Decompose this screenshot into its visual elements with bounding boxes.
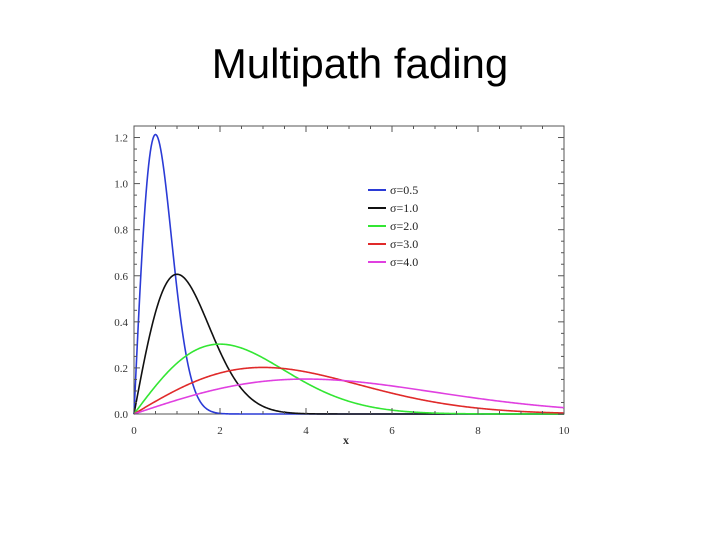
x-axis-label: x — [343, 433, 349, 447]
y-tick-label: 1.2 — [114, 133, 128, 145]
y-tick-label: 1.0 — [114, 179, 128, 191]
slide-title: Multipath fading — [211, 40, 509, 87]
legend-label: σ=0.5 — [390, 183, 418, 197]
legend: σ=0.5 σ=1.0 σ=2.0 σ=3.0 σ=4.0 — [368, 183, 418, 269]
y-tick-label: 0.4 — [114, 317, 128, 329]
y-tick-label: 0.2 — [114, 363, 128, 375]
x-tick-label: 4 — [303, 425, 309, 437]
legend-label: σ=2.0 — [390, 219, 418, 233]
x-tick-label: 6 — [389, 425, 395, 437]
series-line-0 — [133, 133, 564, 415]
x-tick-label: 8 — [475, 425, 481, 437]
legend-label: σ=3.0 — [390, 237, 418, 251]
legend-label: σ=4.0 — [390, 255, 418, 269]
x-tick-label: 0 — [131, 425, 137, 437]
series-line-2 — [133, 343, 564, 415]
plot-frame — [133, 125, 565, 415]
y-tick-label: 0.8 — [114, 225, 128, 237]
legend-label: σ=1.0 — [390, 201, 418, 215]
series-line-1 — [133, 273, 564, 415]
x-axis-ticks: 0 2 4 6 8 10 — [131, 126, 570, 437]
series-lines — [133, 133, 565, 415]
series-line-4 — [133, 378, 565, 415]
x-tick-label: 10 — [559, 425, 571, 437]
series-line-3 — [133, 366, 565, 415]
y-tick-label: 0.6 — [114, 271, 128, 283]
x-tick-label: 2 — [217, 425, 223, 437]
y-tick-label: 0.0 — [114, 409, 128, 421]
y-axis-ticks: 0.0 0.2 0.4 0.6 0.8 1.0 1.2 — [114, 133, 564, 421]
